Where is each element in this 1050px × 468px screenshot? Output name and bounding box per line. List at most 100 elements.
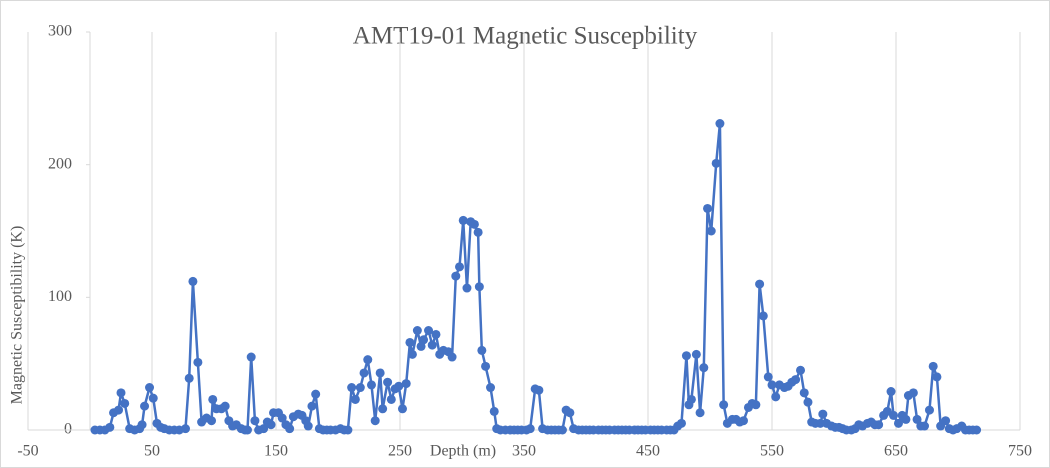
data-point [534, 385, 544, 395]
x-tick-label: 250 [388, 443, 412, 460]
x-tick-label: 650 [884, 443, 908, 460]
data-point [363, 355, 373, 365]
data-point [137, 420, 147, 430]
data-point [220, 401, 230, 411]
x-tick-label: -50 [17, 443, 38, 460]
data-point [474, 282, 484, 292]
data-point [738, 416, 748, 426]
data-point [424, 326, 434, 335]
data-point [912, 414, 922, 424]
data-point [431, 329, 441, 339]
data-point [489, 406, 499, 416]
data-point [386, 394, 396, 404]
data-point [447, 352, 457, 362]
x-axis-label: Depth (m) [430, 443, 496, 460]
data-point [184, 373, 194, 383]
data-point [277, 413, 287, 423]
data-point [427, 340, 437, 350]
data-point [307, 401, 317, 411]
data-point [941, 416, 951, 426]
data-point [758, 311, 768, 321]
data-point [699, 363, 709, 373]
data-point [928, 361, 938, 371]
data-point [193, 357, 203, 367]
data-point [407, 349, 417, 359]
data-point [908, 388, 918, 398]
data-point [932, 372, 942, 382]
data-point [791, 375, 801, 385]
data-point [370, 416, 380, 426]
data-point [803, 397, 813, 407]
data-point [250, 416, 260, 426]
data-point [383, 377, 393, 387]
data-point [458, 215, 468, 225]
data-point [695, 408, 705, 418]
data-point [686, 394, 696, 404]
data-point [920, 421, 930, 431]
x-tick-label: 150 [264, 443, 288, 460]
data-point [473, 227, 483, 237]
data-point [405, 337, 415, 347]
data-point [285, 424, 295, 434]
data-point [145, 383, 155, 393]
data-point [525, 424, 535, 434]
data-point [469, 219, 479, 229]
data-point [799, 388, 809, 398]
data-point [188, 276, 198, 286]
data-point [676, 418, 686, 428]
data-point [303, 421, 313, 431]
data-point [343, 425, 353, 435]
data-point [751, 400, 761, 410]
data-point [889, 410, 899, 420]
data-point [401, 379, 411, 389]
data-point [481, 361, 491, 371]
chart-title: AMT19-01 Magnetic Suscepbility [353, 23, 698, 50]
data-point [681, 351, 691, 361]
data-point [259, 424, 269, 434]
data-point [355, 383, 365, 393]
x-tick-label: 50 [144, 443, 160, 460]
data-point [893, 418, 903, 428]
data-point [924, 405, 934, 415]
data-point [886, 387, 896, 397]
data-point [246, 352, 256, 362]
data-point [350, 394, 360, 404]
data-point [366, 380, 376, 390]
data-point [818, 409, 828, 419]
data-point [114, 405, 124, 415]
data-point [972, 425, 982, 435]
data-point [311, 389, 321, 399]
data-point [207, 416, 217, 426]
data-point [462, 283, 472, 293]
data-point [412, 326, 422, 335]
data-point [140, 401, 150, 411]
data-point [105, 422, 115, 432]
data-point [486, 383, 496, 393]
data-point [767, 380, 777, 390]
data-point [378, 404, 388, 414]
data-point [715, 119, 725, 129]
y-tick-label: 300 [48, 23, 72, 40]
data-point [208, 394, 218, 404]
data-point [763, 372, 773, 382]
x-tick-label: 450 [636, 443, 660, 460]
data-point [477, 345, 487, 355]
y-tick-label: 0 [64, 421, 72, 438]
x-tick-label: 550 [760, 443, 784, 460]
data-point [451, 271, 461, 281]
data-point [266, 420, 276, 430]
data-point [242, 425, 252, 435]
data-point [419, 335, 429, 345]
data-point [719, 400, 729, 410]
data-point [359, 368, 369, 378]
data-point [815, 418, 825, 428]
data-point [771, 392, 781, 402]
data-point [706, 226, 716, 236]
data-point [116, 388, 126, 398]
data-point [375, 368, 385, 378]
y-tick-label: 100 [48, 288, 72, 305]
data-point [874, 420, 884, 430]
data-point [148, 393, 158, 403]
data-point [557, 425, 567, 435]
